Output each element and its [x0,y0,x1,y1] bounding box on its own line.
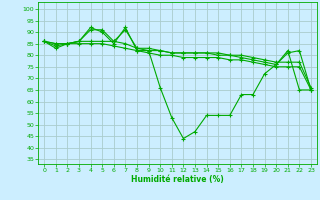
X-axis label: Humidité relative (%): Humidité relative (%) [131,175,224,184]
